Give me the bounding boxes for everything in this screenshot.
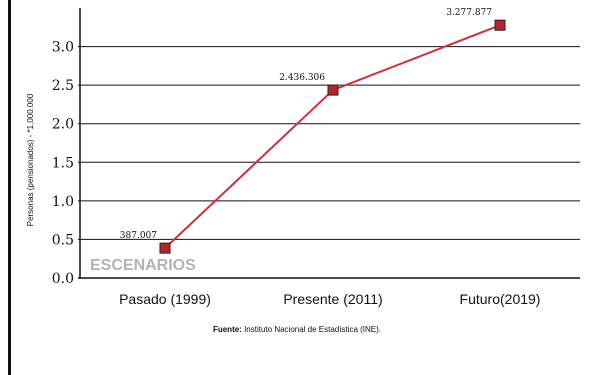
y-tick-label-1: 0.5 bbox=[52, 232, 74, 248]
line-chart: Personas (pensionados) - *1.000.000 0.00… bbox=[26, 8, 580, 307]
y-tick-label-3: 1.5 bbox=[52, 155, 74, 171]
y-axis-label: Personas (pensionados) - *1.000.000 bbox=[26, 93, 35, 226]
data-point-0 bbox=[159, 242, 171, 254]
x-tick-label-1: Presente (2011) bbox=[283, 291, 382, 307]
source-note: Fuente: Instituto Nacional de Estadístic… bbox=[0, 325, 594, 334]
data-point-1 bbox=[327, 84, 339, 96]
x-tick-labels: Pasado (1999) Presente (2011) Futuro(2019) bbox=[119, 291, 540, 307]
x-tick-label-0: Pasado (1999) bbox=[119, 291, 211, 307]
data-label-1: 2.436.306 bbox=[279, 73, 325, 83]
y-tick-label-6: 3.0 bbox=[52, 40, 74, 56]
page-left-border bbox=[8, 0, 11, 375]
data-label-2: 3.277.877 bbox=[446, 8, 492, 18]
data-label-0: 387.007 bbox=[120, 231, 157, 241]
watermark-text: ESCENARIOS bbox=[90, 257, 196, 274]
y-tick-label-4: 2.0 bbox=[52, 117, 74, 133]
y-tick-label-5: 2.5 bbox=[52, 78, 74, 94]
source-label: Fuente: bbox=[212, 325, 242, 334]
series-line: 387.007 2.436.306 3.277.877 bbox=[120, 8, 506, 254]
data-point-2 bbox=[494, 19, 506, 31]
y-tick-label-0: 0.0 bbox=[52, 271, 74, 287]
y-tick-label-2: 1.0 bbox=[52, 194, 74, 210]
grid-lines bbox=[78, 46, 580, 279]
x-tick-label-2: Futuro(2019) bbox=[460, 291, 541, 307]
y-tick-labels: 0.0 0.5 1.0 1.5 2.0 2.5 3.0 bbox=[52, 40, 74, 287]
series-polyline bbox=[164, 24, 501, 249]
source-text: Instituto Nacional de Estadística (INE). bbox=[244, 325, 382, 334]
